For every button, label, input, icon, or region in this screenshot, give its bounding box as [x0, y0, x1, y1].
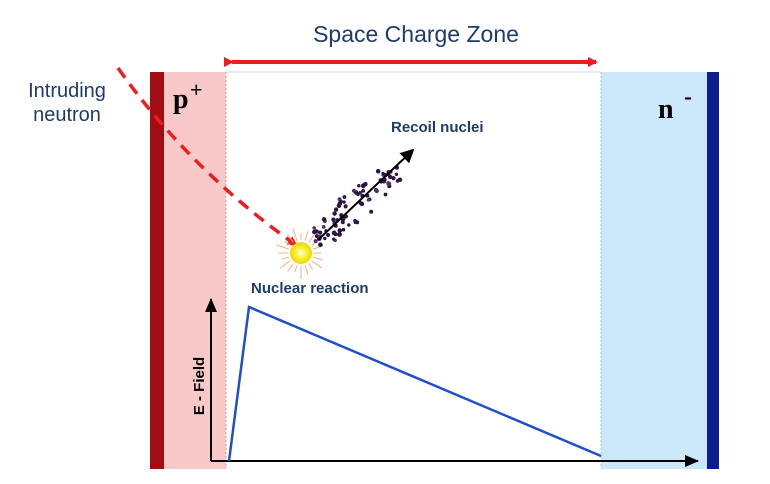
- recoil-particle: [375, 169, 381, 174]
- n-label: n: [658, 94, 674, 125]
- recoil-particle: [341, 227, 346, 232]
- starburst-ray: [304, 265, 309, 276]
- recoil-particle: [331, 217, 336, 222]
- recoil-particle: [357, 184, 361, 188]
- recoil-particle: [347, 223, 351, 227]
- starburst-ray: [276, 244, 289, 250]
- recoil-particle: [314, 234, 319, 239]
- starburst-ray: [294, 265, 298, 273]
- starburst-ray: [292, 228, 298, 241]
- starburst-ray: [287, 263, 294, 272]
- recoil-particle: [321, 225, 326, 229]
- recoil-particle: [339, 199, 343, 204]
- neutron-label-line2: neutron: [33, 104, 101, 126]
- recoil-particle: [395, 179, 400, 183]
- recoil-particle: [337, 232, 342, 237]
- recoil-particle: [342, 200, 346, 204]
- reaction-label: Nuclear reaction: [251, 280, 369, 297]
- recoil-particle: [363, 181, 368, 187]
- recoil-particle: [343, 204, 348, 209]
- zone-title: Space Charge Zone: [313, 21, 519, 47]
- recoil-particle: [366, 198, 371, 202]
- recoil-particle: [386, 181, 392, 186]
- starburst-ray: [308, 263, 314, 270]
- recoil-particle: [332, 237, 336, 241]
- efield-axis-label: E - Field: [191, 357, 208, 415]
- neutron-label-line1: Intruding: [28, 80, 106, 102]
- recoil-particle: [321, 217, 327, 222]
- arrow-icon: [317, 148, 415, 241]
- recoil-particle: [381, 179, 387, 184]
- starburst-ray: [287, 234, 294, 243]
- recoil-particle: [340, 220, 345, 225]
- recoil-label: Recoil nuclei: [391, 119, 484, 136]
- n-region: [601, 72, 707, 469]
- recoil-particle: [358, 191, 362, 195]
- recoil-particle: [369, 209, 374, 214]
- recoil-particle: [342, 195, 347, 199]
- recoil-particle: [394, 172, 399, 176]
- starburst-ray: [279, 260, 291, 269]
- recoil-particle: [318, 242, 323, 247]
- p-contact: [150, 72, 164, 469]
- recoil-particle: [337, 228, 343, 233]
- efield-profile: [227, 305, 602, 462]
- starburst-ray: [311, 260, 323, 269]
- starburst-ray: [313, 256, 324, 261]
- recoil-particle: [387, 174, 393, 180]
- recoil-particle: [312, 226, 317, 230]
- p-superscript: +: [190, 77, 203, 102]
- recoil-particle: [353, 220, 358, 225]
- starburst-ray: [281, 256, 289, 260]
- recoil-particle: [326, 233, 331, 237]
- recoil-particle: [313, 239, 318, 244]
- recoil-particle: [332, 211, 337, 216]
- recoil-particle: [333, 207, 339, 212]
- recoil-particle: [313, 229, 319, 234]
- recoil-particle: [391, 176, 396, 181]
- n-superscript: -: [684, 84, 692, 110]
- recoil-particle: [331, 230, 337, 236]
- recoil-particle: [361, 189, 365, 193]
- recoil-particle: [381, 171, 385, 176]
- dashed-arrow-icon: [116, 66, 298, 247]
- recoil-particle: [383, 192, 388, 197]
- p-label: p: [173, 84, 189, 115]
- starburst-ray: [284, 240, 291, 246]
- recoil-particle: [323, 236, 327, 241]
- recoil-particle: [374, 188, 379, 194]
- n-contact: [707, 72, 719, 469]
- starburst-ray: [304, 230, 309, 241]
- recoil-particle-cloud: [312, 165, 403, 247]
- starburst-icon: [276, 228, 324, 279]
- recoil-particle: [318, 230, 323, 235]
- recoil-particle: [351, 188, 357, 193]
- recoil-particle: [336, 203, 342, 208]
